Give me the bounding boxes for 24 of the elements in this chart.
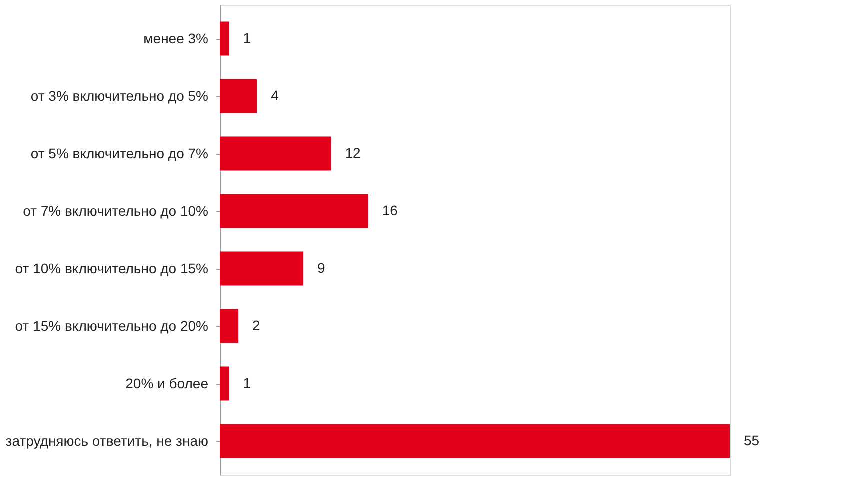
data-label: 1: [243, 30, 252, 46]
bar: [220, 79, 258, 114]
y-tick-label: 20% и более: [126, 375, 209, 392]
data-label: 55: [744, 432, 760, 448]
data-label: 1: [243, 374, 252, 391]
bar: [220, 194, 368, 228]
y-tick-label: от 10% включительно до 15%: [15, 260, 208, 276]
data-label: 12: [345, 144, 362, 161]
y-tick-label: от 3% включительно до 5%: [30, 88, 208, 104]
data-label: 16: [382, 202, 398, 218]
data-label: 2: [252, 317, 261, 334]
y-tick-label: менее 3%: [144, 30, 208, 46]
y-tick-label: затрудняюсь ответить, не знаю: [6, 432, 208, 449]
bar: [220, 309, 239, 344]
data-label: 9: [317, 260, 326, 276]
bar: [220, 424, 730, 458]
data-label: 4: [271, 87, 280, 104]
bar: [220, 366, 230, 401]
y-tick-label: от 5% включительно до 7%: [30, 145, 208, 162]
bar: [220, 136, 332, 171]
y-tick-label: от 15% включительно до 20%: [15, 318, 208, 334]
bar: [220, 22, 230, 56]
bar: [220, 252, 304, 286]
y-tick-label: от 7% включительно до 10%: [23, 202, 208, 219]
